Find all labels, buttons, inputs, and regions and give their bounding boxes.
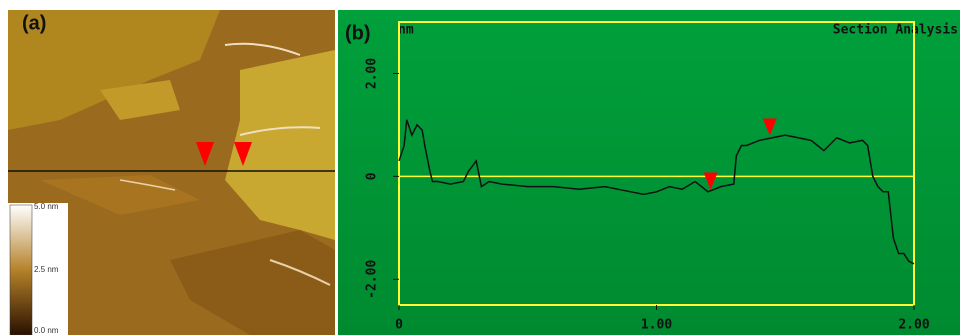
- x-tick-label: 1.00: [641, 318, 672, 333]
- chart-background: [338, 10, 960, 335]
- x-tick-label: 2.00: [898, 318, 929, 333]
- afm-image: (a) 5.0 nm 2.5 nm 0.0 nm: [8, 10, 335, 335]
- y-tick-label: -2.00: [365, 260, 380, 299]
- cursor-marker: [703, 172, 718, 190]
- chart-title: Section Analysis: [833, 23, 958, 38]
- cursor-marker: [762, 118, 777, 136]
- y-tick-label: 2.00: [365, 58, 380, 89]
- x-tick-label: 0: [395, 318, 403, 333]
- colorbar-label: 0.0 nm: [34, 326, 59, 335]
- panel-label: (a): [22, 12, 46, 34]
- panel-label: (b): [345, 22, 371, 44]
- y-unit: nm: [398, 23, 414, 38]
- colorbar-label: 5.0 nm: [34, 202, 59, 211]
- y-tick-label: 0: [365, 172, 380, 180]
- profile-line: [398, 119, 915, 265]
- colorbar-label: 2.5 nm: [34, 265, 59, 274]
